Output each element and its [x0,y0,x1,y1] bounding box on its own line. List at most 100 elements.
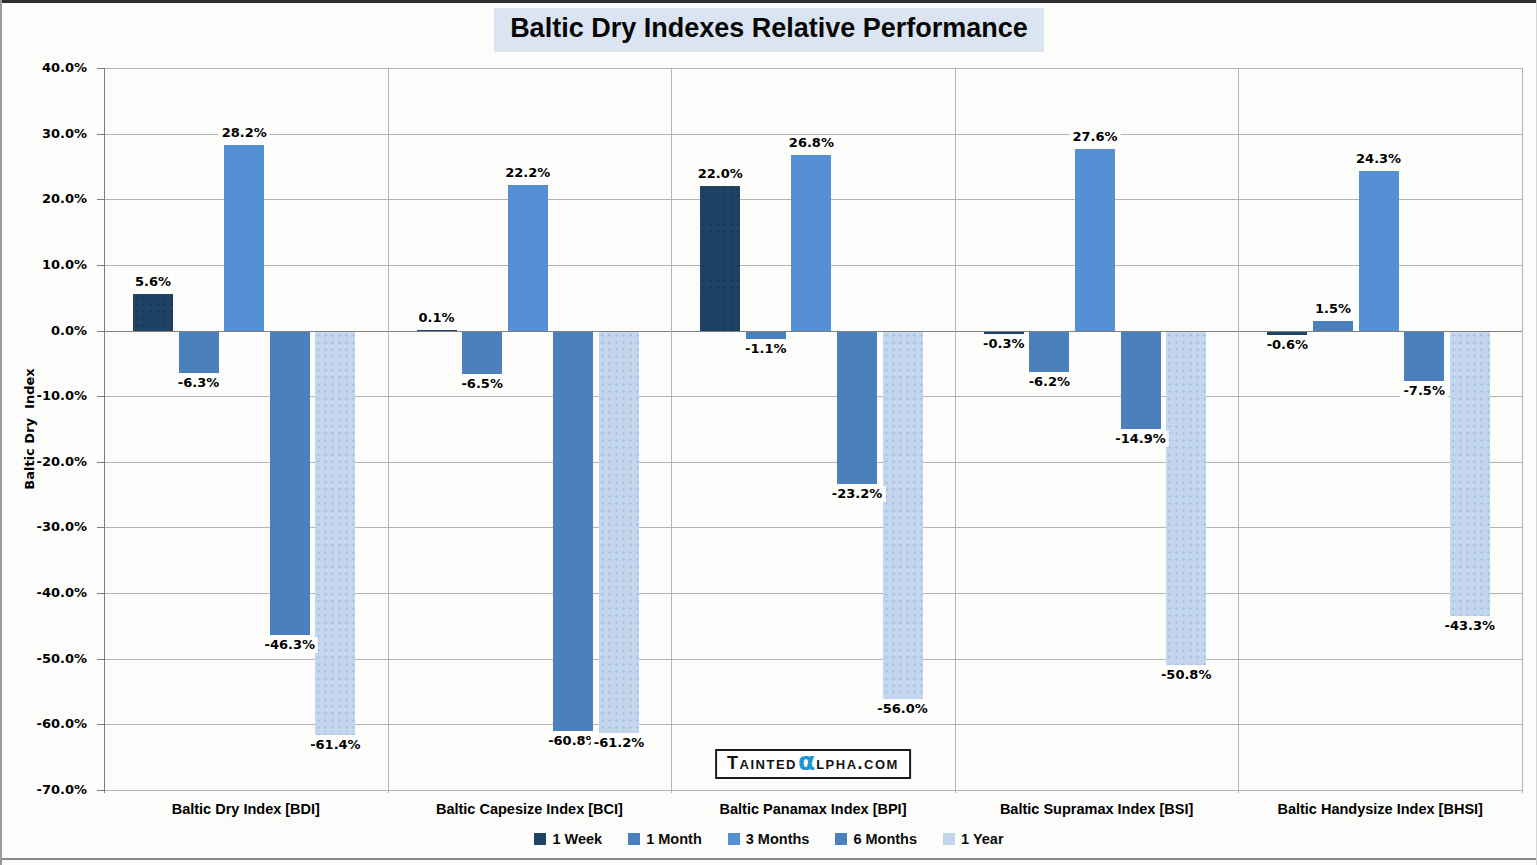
watermark-text-suffix: lpha.com [816,751,899,775]
legend-swatch [628,833,640,845]
legend-label: 1 Month [646,831,702,847]
watermark-text-prefix: Tainted [727,751,797,775]
bar-value-label: 28.2% [219,125,270,141]
y-axis-line [104,68,105,793]
gridline [104,790,1522,791]
bar-value-label: 5.6% [132,274,174,290]
legend-label: 1 Week [552,831,602,847]
bar-1-week [700,186,740,330]
y-axis-title: Baltic Dry Index [22,368,37,489]
window-top-edge [2,0,1536,3]
bar-6-months [270,332,310,636]
legend-item: 1 Week [534,831,602,847]
bar-value-label: -46.3% [262,637,319,653]
category-label: Baltic Panamax Index [BPI] [720,801,907,817]
legend-swatch [943,833,955,845]
y-tick-label: 30.0% [2,126,87,141]
y-tick-mark [97,462,104,463]
y-tick-mark [97,134,104,135]
bar-1-month [1029,332,1069,373]
watermark-badge: Taintedαlpha.com [715,749,911,779]
y-tick-mark [97,265,104,266]
category-label: Baltic Dry Index [BDI] [172,801,320,817]
bar-value-label: 0.1% [416,310,458,326]
legend-label: 6 Months [853,831,917,847]
bar-3-months [508,185,548,331]
bar-value-label: 26.8% [786,135,837,151]
legend-item: 3 Months [728,831,810,847]
bar-value-label: -6.5% [458,376,505,392]
bar-value-label: -61.4% [307,737,364,753]
watermark-alpha-glyph: α [798,751,815,773]
bar-value-label: -7.5% [1400,383,1447,399]
bar-3-months [224,145,264,330]
y-tick-label: -50.0% [2,651,87,666]
chart-legend: 1 Week 1 Month 3 Months 6 Months 1 Year [2,831,1536,847]
legend-label: 1 Year [961,831,1003,847]
bar-value-label: 22.0% [695,166,746,182]
bar-value-label: -56.0% [874,701,931,717]
y-tick-mark [97,659,104,660]
category-label: Baltic Supramax Index [BSI] [1000,801,1193,817]
bar-1-week [417,330,457,331]
panel-separator [1238,68,1239,793]
y-tick-mark [97,396,104,397]
bar-1-month [1313,321,1353,331]
y-tick-label: -60.0% [2,716,87,731]
y-tick-mark [97,527,104,528]
y-tick-mark [97,331,104,332]
y-tick-label: 10.0% [2,257,87,272]
y-tick-label: 20.0% [2,191,87,206]
y-tick-mark [97,724,104,725]
bar-value-label: 22.2% [502,165,553,181]
y-tick-mark [97,68,104,69]
bar-3-months [1075,149,1115,330]
y-tick-label: -30.0% [2,519,87,534]
bar-1-year [599,332,639,734]
bar-1-year [1166,332,1206,665]
plot-right-border [1522,68,1523,793]
bar-6-months [553,332,593,731]
y-tick-label: -40.0% [2,585,87,600]
y-tick-mark [97,593,104,594]
bar-3-months [791,155,831,331]
gridline [104,68,1522,69]
bar-value-label: -6.2% [1026,374,1073,390]
bar-value-label: -50.8% [1158,667,1215,683]
y-tick-mark [97,199,104,200]
y-tick-mark [97,790,104,791]
bar-6-months [1121,332,1161,430]
panel-separator [671,68,672,793]
category-label: Baltic Capesize Index [BCI] [436,801,623,817]
y-tick-label: -70.0% [2,782,87,797]
legend-label: 3 Months [746,831,810,847]
bar-1-week [984,332,1024,334]
bar-1-month [179,332,219,373]
bar-1-week [1267,332,1307,336]
bar-value-label: -23.2% [829,486,886,502]
chart-canvas: Baltic Dry Indexes Relative Performance … [0,0,1537,865]
panel-separator [955,68,956,793]
legend-swatch [835,833,847,845]
legend-item: 1 Year [943,831,1003,847]
bar-1-year [1450,332,1490,616]
bar-1-month [746,332,786,339]
bar-value-label: -6.3% [175,375,222,391]
bar-value-label: -14.9% [1112,431,1169,447]
bar-1-week [133,294,173,331]
bar-1-year [315,332,355,735]
legend-swatch [728,833,740,845]
chart-title: Baltic Dry Indexes Relative Performance [494,8,1044,52]
y-tick-label: 40.0% [2,60,87,75]
bar-value-label: 24.3% [1353,151,1404,167]
legend-item: 1 Month [628,831,702,847]
category-label: Baltic Handysize Index [BHSI] [1277,801,1482,817]
bar-value-label: -1.1% [742,341,789,357]
y-tick-label: -10.0% [2,388,87,403]
legend-swatch [534,833,546,845]
bar-value-label: 27.6% [1069,129,1120,145]
bar-3-months [1359,171,1399,330]
bar-1-year [883,332,923,700]
title-bar: Baltic Dry Indexes Relative Performance [2,8,1536,52]
panel-separator [388,68,389,793]
